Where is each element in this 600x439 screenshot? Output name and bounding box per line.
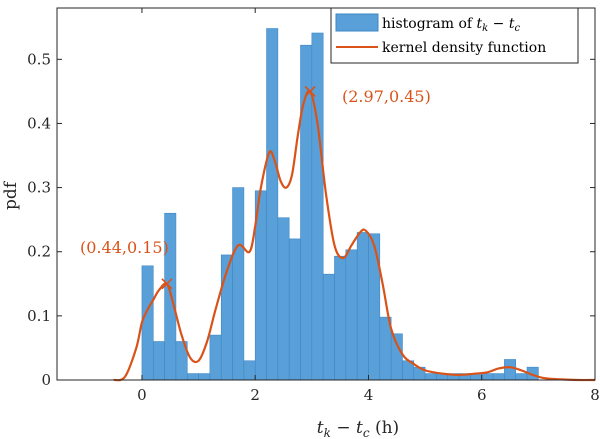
histogram-bar bbox=[277, 217, 290, 381]
histogram-bar bbox=[334, 255, 347, 381]
y-tick-label: 0.3 bbox=[27, 179, 51, 197]
legend-label-kde: kernel density function bbox=[382, 40, 546, 56]
histogram-bar bbox=[209, 334, 222, 381]
histogram-bar bbox=[186, 373, 199, 381]
kde-curve bbox=[113, 89, 596, 382]
legend-label-histogram: histogram of tk − tc bbox=[382, 16, 521, 34]
histogram-bar bbox=[322, 273, 335, 381]
x-tick-label: 8 bbox=[590, 386, 600, 404]
x-tick-label: 2 bbox=[250, 386, 260, 404]
histogram-bars bbox=[141, 28, 539, 381]
histogram-bar bbox=[481, 373, 494, 381]
histogram-bar bbox=[266, 28, 279, 381]
x-tick-label: 4 bbox=[364, 386, 374, 404]
x-axis-label: tk − tc (h) bbox=[317, 418, 399, 439]
kde-curve-group bbox=[113, 89, 596, 382]
histogram-bar bbox=[288, 238, 301, 381]
peak-markers bbox=[161, 85, 316, 290]
plot-frame bbox=[56, 7, 596, 381]
histogram-bar bbox=[311, 32, 324, 381]
histogram-bar bbox=[232, 187, 245, 381]
histogram-bar bbox=[356, 232, 369, 381]
legend-swatch-histogram bbox=[335, 13, 379, 32]
x-tick-label: 0 bbox=[137, 386, 147, 404]
y-tick-label: 0.2 bbox=[27, 243, 51, 261]
histogram-bar bbox=[390, 333, 403, 381]
peak-marker bbox=[161, 278, 173, 290]
peak-marker bbox=[304, 85, 316, 97]
histogram-bar bbox=[141, 265, 154, 381]
histogram-bar bbox=[345, 249, 358, 381]
histogram-bar bbox=[504, 359, 517, 381]
histogram-bar bbox=[152, 341, 165, 381]
y-axis-label: pdf bbox=[1, 180, 21, 210]
y-tick-label: 0.4 bbox=[27, 114, 51, 132]
histogram-bar bbox=[515, 373, 528, 381]
histogram-bar bbox=[424, 373, 437, 381]
y-tick-label: 0 bbox=[41, 371, 51, 389]
histogram-bar bbox=[492, 373, 505, 381]
tick-labels: 0 2 4 6 8 0 0.1 0.2 0.3 0.4 0.5 bbox=[27, 50, 600, 404]
annotation-peak-2: (2.97,0.45) bbox=[342, 87, 431, 106]
histogram-bar bbox=[243, 360, 256, 381]
axes bbox=[56, 7, 596, 381]
y-tick-label: 0.5 bbox=[27, 50, 51, 68]
legend: histogram of tk − tc kernel density func… bbox=[330, 7, 579, 64]
x-tick-label: 6 bbox=[477, 386, 487, 404]
histogram-bar bbox=[198, 373, 211, 381]
histogram-bar bbox=[379, 316, 392, 381]
histogram-bar bbox=[368, 233, 381, 381]
y-tick-label: 0.1 bbox=[27, 307, 51, 325]
annotation-peak-1: (0.44,0.15) bbox=[80, 238, 169, 257]
